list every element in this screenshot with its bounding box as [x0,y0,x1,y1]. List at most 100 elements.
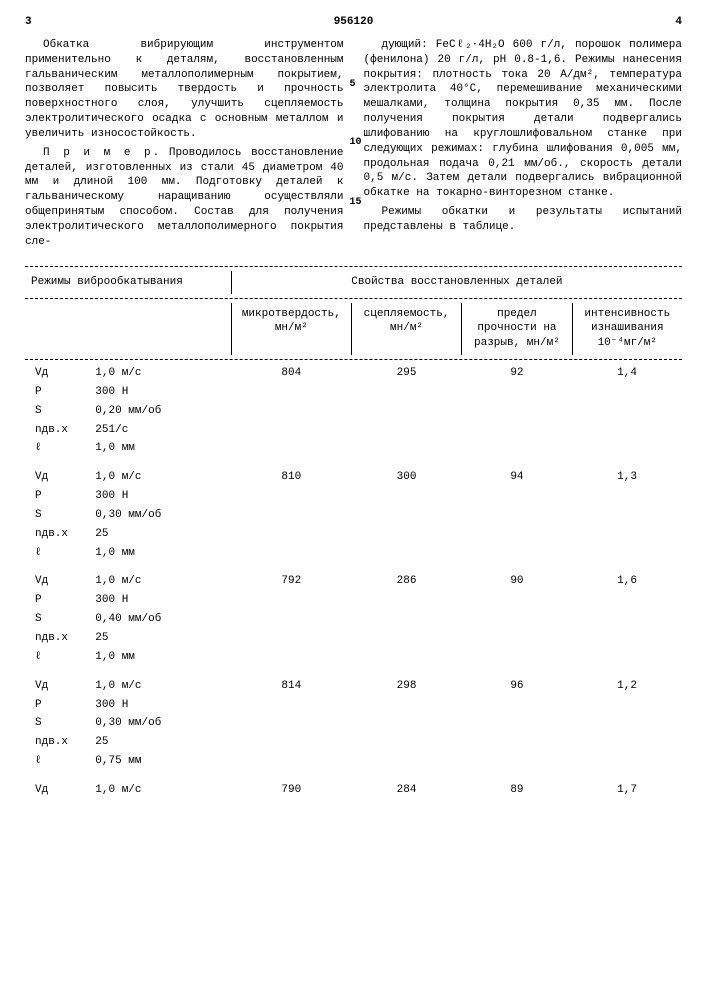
empty-cell [231,506,351,525]
param-symbol: nдв.x [25,733,89,752]
result-cell: 810 [231,468,351,487]
result-cell: 804 [231,364,351,383]
empty-cell [231,629,351,648]
doc-number: 956120 [334,15,374,30]
table-row: P300 Н [25,696,682,715]
empty-cell [462,439,572,458]
param-symbol: Vд [25,364,89,383]
table-row: Vд1,0 м/с790284891,7 [25,781,682,800]
table-row: P300 Н [25,487,682,506]
empty-cell [231,439,351,458]
table-row: S0,20 мм/об [25,402,682,421]
param-value: 0,75 мм [89,752,231,771]
param-value: 0,30 мм/об [89,714,231,733]
param-symbol: ℓ [25,752,89,771]
table-row: ℓ0,75 мм [25,752,682,771]
param-value: 0,30 мм/об [89,506,231,525]
table-row: Vд1,0 м/с810300941,3 [25,468,682,487]
empty-cell [572,506,682,525]
param-symbol: Vд [25,781,89,800]
left-p2: П р и м е р. Проводилось восстановление … [25,146,344,250]
table-row: nдв.x251/с [25,421,682,440]
empty-cell [231,591,351,610]
empty-cell [462,506,572,525]
empty-cell [351,714,461,733]
result-cell: 94 [462,468,572,487]
param-symbol: P [25,487,89,506]
table-row: Vд1,0 м/с792286901,6 [25,572,682,591]
table-row: nдв.x25 [25,733,682,752]
empty-cell [351,487,461,506]
table-row: ℓ1,0 мм [25,648,682,667]
empty-cell [231,696,351,715]
param-value: 1,0 м/с [89,572,231,591]
group-header-right: Свойства восстановленных деталей [231,271,682,294]
param-symbol: P [25,591,89,610]
col-hardness: микротвердость, мн/м² [231,303,351,356]
empty-cell [572,629,682,648]
table-row: P300 Н [25,591,682,610]
result-cell: 295 [351,364,461,383]
empty-cell [462,383,572,402]
result-cell: 284 [351,781,461,800]
empty-cell [231,733,351,752]
page-num-right: 4 [675,15,682,30]
empty-cell [462,648,572,667]
col-adhesion: сцепляемость, мн/м² [351,303,461,356]
empty-cell [462,402,572,421]
table-body: Vд1,0 м/с804295921,4P300 НS0,20 мм/обnдв… [25,364,682,810]
table-rule-mid [25,298,682,299]
empty-cell [351,402,461,421]
empty-cell [351,383,461,402]
result-cell: 96 [462,677,572,696]
empty-cell [231,610,351,629]
param-symbol: S [25,714,89,733]
empty-cell [231,402,351,421]
empty-cell [351,629,461,648]
param-symbol: P [25,383,89,402]
param-symbol: Vд [25,572,89,591]
empty-cell [462,696,572,715]
param-value: 1,0 м/с [89,781,231,800]
table-row: Vд1,0 м/с814298961,2 [25,677,682,696]
param-value: 1,0 мм [89,648,231,667]
table-row: S0,30 мм/об [25,506,682,525]
results-table: Режимы виброобкатывания Свойства восстан… [25,271,682,810]
line-marker-5: 5 [350,78,356,92]
result-cell: 92 [462,364,572,383]
empty-cell [572,648,682,667]
result-cell: 790 [231,781,351,800]
param-value: 1,0 мм [89,439,231,458]
empty-cell [462,544,572,563]
param-value: 1,0 м/с [89,677,231,696]
param-symbol: nдв.x [25,629,89,648]
left-column: Обкатка вибрирующим инструментом примени… [25,38,344,254]
data-table: Режимы виброобкатывания Свойства восстан… [25,266,682,810]
empty-cell [351,591,461,610]
result-cell: 286 [351,572,461,591]
col-blank1 [25,303,89,356]
empty-cell [572,610,682,629]
param-symbol: ℓ [25,544,89,563]
result-cell: 298 [351,677,461,696]
empty-cell [572,544,682,563]
param-symbol: Vд [25,677,89,696]
param-symbol: ℓ [25,648,89,667]
empty-cell [462,525,572,544]
empty-cell [572,696,682,715]
col-blank2 [89,303,231,356]
empty-cell [351,544,461,563]
param-value: 0,20 мм/об [89,402,231,421]
empty-cell [351,610,461,629]
param-symbol: P [25,696,89,715]
result-cell: 792 [231,572,351,591]
group-header-left: Режимы виброобкатывания [25,271,231,294]
right-p1: дующий: FeCℓ₂·4H₂O 600 г/л, порошок поли… [364,38,683,201]
table-row: P300 Н [25,383,682,402]
result-cell: 1,6 [572,572,682,591]
empty-cell [351,439,461,458]
result-cell: 300 [351,468,461,487]
text-columns: Обкатка вибрирующим инструментом примени… [25,38,682,254]
empty-cell [351,506,461,525]
table-row: ℓ1,0 мм [25,544,682,563]
